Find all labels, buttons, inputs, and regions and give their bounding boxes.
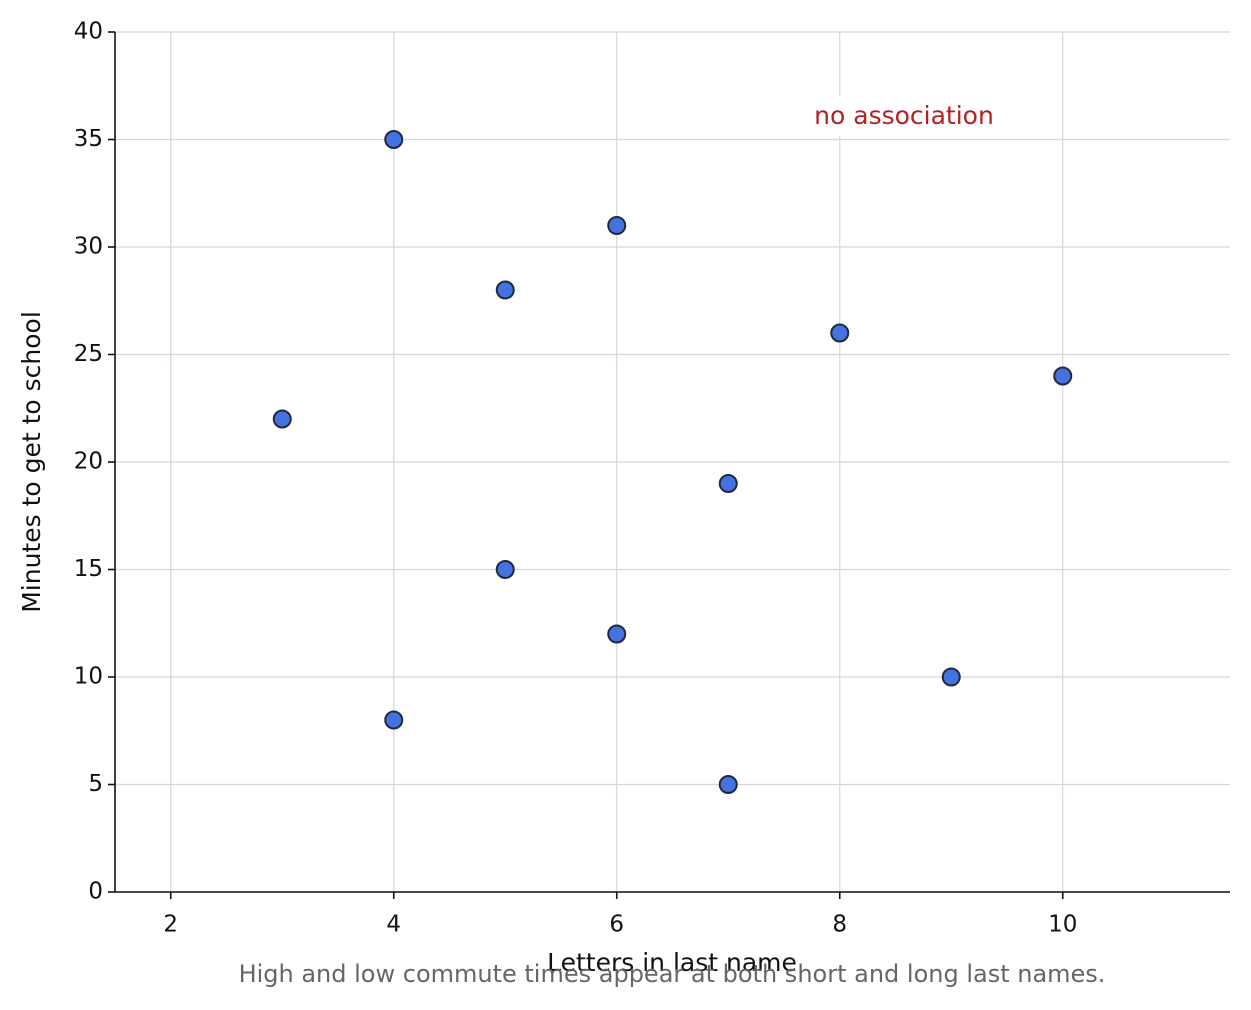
- y-tick-label: 30: [74, 234, 103, 260]
- y-tick-label: 40: [74, 19, 103, 45]
- point: [607, 216, 627, 235]
- point: [718, 775, 738, 794]
- x-tick-label: 8: [832, 912, 847, 938]
- x-tick-label: 10: [1048, 912, 1077, 938]
- annotation-box: [778, 96, 1030, 136]
- point: [718, 474, 738, 493]
- y-tick-label: 35: [74, 126, 103, 152]
- x-tick-label: 2: [163, 912, 178, 938]
- point: [941, 667, 961, 687]
- y-tick-label: 10: [74, 664, 103, 690]
- x-tick-label: 6: [609, 912, 624, 938]
- point: [384, 130, 404, 149]
- caption: High and low commute times appear at bot…: [239, 960, 1106, 988]
- y-tick-label: 5: [88, 771, 103, 797]
- y-tick-label: 0: [88, 879, 103, 905]
- y-tick-label: 15: [74, 556, 103, 582]
- point: [384, 710, 404, 730]
- point: [272, 409, 292, 429]
- point: [607, 624, 627, 644]
- y-tick-label: 20: [74, 449, 103, 475]
- point: [830, 323, 850, 343]
- point: [1053, 366, 1073, 386]
- point: [495, 560, 515, 579]
- x-tick-label: 4: [386, 912, 401, 938]
- y-tick-label: 25: [74, 341, 103, 367]
- point: [495, 280, 515, 300]
- y-axis-label: Minutes to get to school: [17, 311, 46, 613]
- x-axis-label: Letters in last name: [547, 948, 797, 977]
- annotation: no association: [814, 101, 994, 130]
